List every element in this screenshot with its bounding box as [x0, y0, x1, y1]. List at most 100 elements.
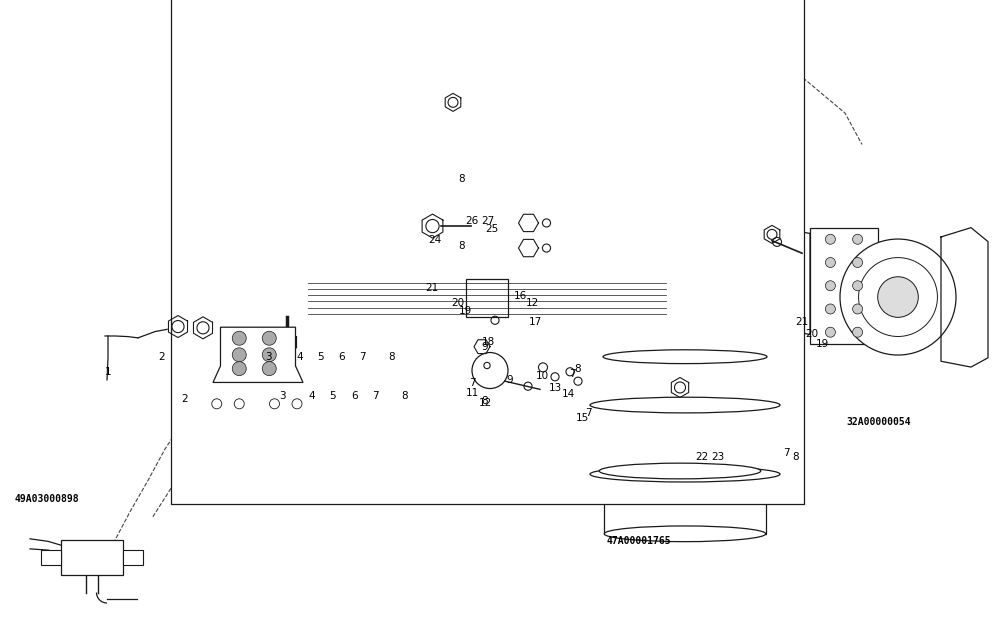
Polygon shape — [277, 331, 297, 354]
Polygon shape — [764, 225, 780, 244]
Polygon shape — [193, 317, 213, 339]
Bar — [603, 357, 767, 408]
Circle shape — [234, 399, 244, 409]
Ellipse shape — [604, 526, 766, 541]
Circle shape — [262, 331, 276, 345]
Text: 8: 8 — [459, 241, 465, 251]
Bar — [61, 540, 123, 575]
Text: 27: 27 — [481, 216, 495, 226]
Text: 47A00001765: 47A00001765 — [607, 536, 672, 546]
Circle shape — [486, 311, 504, 329]
Text: 6: 6 — [339, 352, 345, 362]
Bar — [590, 405, 780, 474]
Bar — [170, 0, 804, 504]
Circle shape — [878, 277, 918, 317]
Text: 1: 1 — [105, 367, 111, 377]
Circle shape — [538, 214, 556, 232]
Circle shape — [561, 363, 579, 381]
Circle shape — [767, 232, 787, 252]
Circle shape — [825, 304, 835, 314]
Text: 17: 17 — [528, 317, 542, 327]
Ellipse shape — [590, 466, 780, 482]
Bar — [204, 398, 312, 409]
Text: 8: 8 — [389, 352, 395, 362]
Text: 9: 9 — [507, 375, 513, 385]
Text: 2: 2 — [159, 352, 165, 362]
Text: 12: 12 — [525, 298, 539, 308]
Text: 13: 13 — [548, 383, 562, 393]
Text: 49A03000898: 49A03000898 — [15, 494, 80, 504]
Text: 7: 7 — [372, 391, 378, 401]
Circle shape — [825, 234, 835, 244]
Text: 8: 8 — [459, 174, 465, 184]
Text: 21: 21 — [795, 317, 809, 327]
Text: 25: 25 — [485, 224, 499, 234]
Text: 19: 19 — [815, 339, 829, 349]
Ellipse shape — [603, 350, 767, 364]
Circle shape — [262, 362, 276, 376]
Text: 7: 7 — [585, 408, 591, 418]
Circle shape — [853, 281, 863, 291]
Text: 11: 11 — [465, 387, 479, 398]
Bar — [209, 382, 307, 398]
Text: 7: 7 — [359, 352, 365, 362]
Text: 18: 18 — [481, 337, 495, 347]
Circle shape — [292, 399, 302, 409]
Text: 6: 6 — [352, 391, 358, 401]
Circle shape — [840, 239, 956, 355]
Bar — [604, 471, 766, 534]
Text: 7: 7 — [783, 448, 789, 458]
Bar — [41, 550, 61, 565]
Text: 9: 9 — [482, 342, 488, 352]
Polygon shape — [445, 94, 461, 111]
Circle shape — [270, 399, 280, 409]
Circle shape — [262, 348, 276, 362]
Text: 5: 5 — [317, 352, 323, 362]
Polygon shape — [941, 227, 988, 367]
Polygon shape — [422, 214, 443, 238]
Polygon shape — [671, 377, 689, 398]
Text: 26: 26 — [465, 216, 479, 226]
Circle shape — [825, 327, 835, 337]
Text: 7: 7 — [569, 369, 575, 379]
Text: 3: 3 — [279, 391, 285, 401]
Text: 22: 22 — [695, 452, 709, 462]
Circle shape — [232, 362, 246, 376]
Text: 3: 3 — [265, 352, 271, 362]
Ellipse shape — [599, 463, 761, 479]
Text: 8: 8 — [482, 396, 488, 406]
Polygon shape — [213, 327, 303, 382]
Circle shape — [232, 348, 246, 362]
Text: 8: 8 — [793, 452, 799, 462]
Polygon shape — [474, 340, 490, 354]
Text: 21: 21 — [425, 283, 439, 293]
Circle shape — [546, 368, 564, 386]
Ellipse shape — [590, 397, 780, 413]
Circle shape — [825, 257, 835, 268]
Bar — [123, 550, 143, 565]
Circle shape — [853, 327, 863, 337]
Bar — [471, 204, 504, 279]
Text: 14: 14 — [561, 389, 575, 399]
Text: 12: 12 — [478, 398, 492, 408]
Text: 15: 15 — [575, 413, 589, 423]
Polygon shape — [518, 239, 538, 257]
Text: 32A00000054: 32A00000054 — [846, 417, 911, 427]
Text: 16: 16 — [513, 291, 527, 301]
Text: 19: 19 — [458, 306, 472, 316]
Circle shape — [212, 399, 222, 409]
Text: 23: 23 — [711, 452, 725, 462]
Circle shape — [480, 359, 494, 372]
Circle shape — [519, 377, 537, 395]
Circle shape — [825, 281, 835, 291]
Text: 20: 20 — [805, 329, 819, 339]
Polygon shape — [168, 315, 188, 338]
Circle shape — [853, 257, 863, 268]
Circle shape — [533, 357, 553, 377]
Text: 8: 8 — [575, 364, 581, 374]
Text: 7: 7 — [469, 378, 475, 388]
Circle shape — [569, 372, 587, 390]
Circle shape — [472, 352, 508, 389]
Text: 4: 4 — [309, 391, 315, 401]
Circle shape — [232, 331, 246, 345]
